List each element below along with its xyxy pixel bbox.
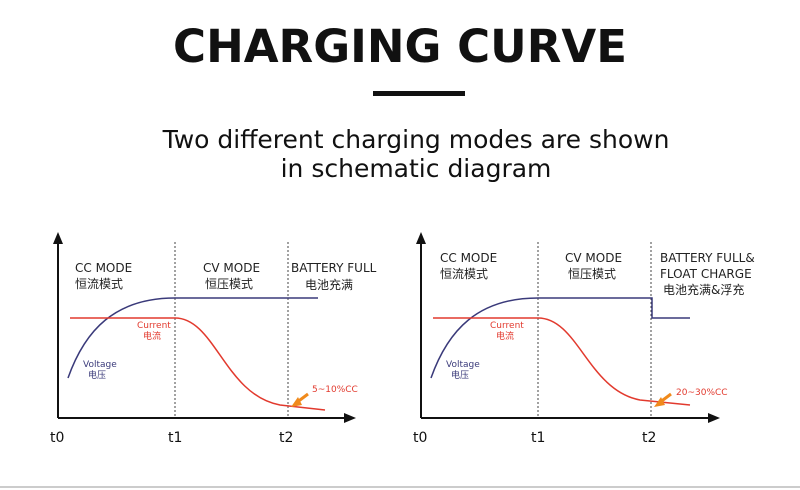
time-label: t1	[168, 430, 182, 446]
current-curve	[70, 317, 326, 411]
current-label: Current	[490, 321, 524, 331]
voltage-label: Voltage	[83, 360, 117, 370]
voltage-sublabel: 电压	[451, 369, 469, 381]
time-label: t1	[531, 430, 545, 446]
subtitle: in schematic diagram	[281, 154, 552, 183]
mode-label: CC MODE	[440, 251, 497, 265]
time-label: t0	[50, 430, 64, 446]
panel: CC MODE 恒流模式 CV MODE 恒压模式 BATTERY FULL& …	[413, 232, 755, 446]
voltage-curve	[67, 297, 318, 379]
arrow	[344, 413, 356, 423]
mode-sublabel: 恒流模式	[440, 267, 488, 281]
end-current-label: 5~10%CC	[312, 385, 358, 395]
arrow	[654, 397, 665, 407]
time-label: t2	[279, 430, 293, 446]
current-sublabel: 电流	[496, 330, 514, 342]
mode-sublabel: 恒流模式	[75, 277, 123, 291]
mode-label: BATTERY FULL&	[660, 251, 755, 265]
current-sublabel: 电流	[143, 330, 161, 342]
voltage-curve	[430, 297, 690, 379]
voltage-label: Voltage	[446, 360, 480, 370]
title-underline	[373, 91, 465, 96]
current-label: Current	[137, 321, 171, 331]
mode-label: BATTERY FULL	[291, 261, 377, 275]
mode-sublabel: 电池充满	[305, 277, 353, 292]
current-curve	[433, 317, 691, 406]
mode-label: FLOAT CHARGE	[660, 267, 752, 281]
panel: CC MODE 恒流模式 CV MODE 恒压模式 BATTERY FULL 电…	[50, 232, 377, 446]
time-label: t2	[642, 430, 656, 446]
end-current-label: 20~30%CC	[676, 388, 728, 398]
subtitle: Two different charging modes are shown	[162, 125, 670, 154]
arrow	[416, 232, 426, 244]
arrow	[291, 397, 302, 407]
voltage-sublabel: 电压	[88, 369, 106, 381]
arrow	[708, 413, 720, 423]
mode-sublabel: 恒压模式	[205, 277, 253, 291]
mode-sublabel: 电池充满&浮充	[663, 282, 744, 297]
mode-label: CC MODE	[75, 261, 132, 275]
mode-label: CV MODE	[565, 251, 622, 265]
title: CHARGING CURVE	[173, 20, 627, 73]
time-label: t0	[413, 430, 427, 446]
mode-label: CV MODE	[203, 261, 260, 275]
arrow	[53, 232, 63, 244]
mode-sublabel: 恒压模式	[568, 267, 616, 281]
